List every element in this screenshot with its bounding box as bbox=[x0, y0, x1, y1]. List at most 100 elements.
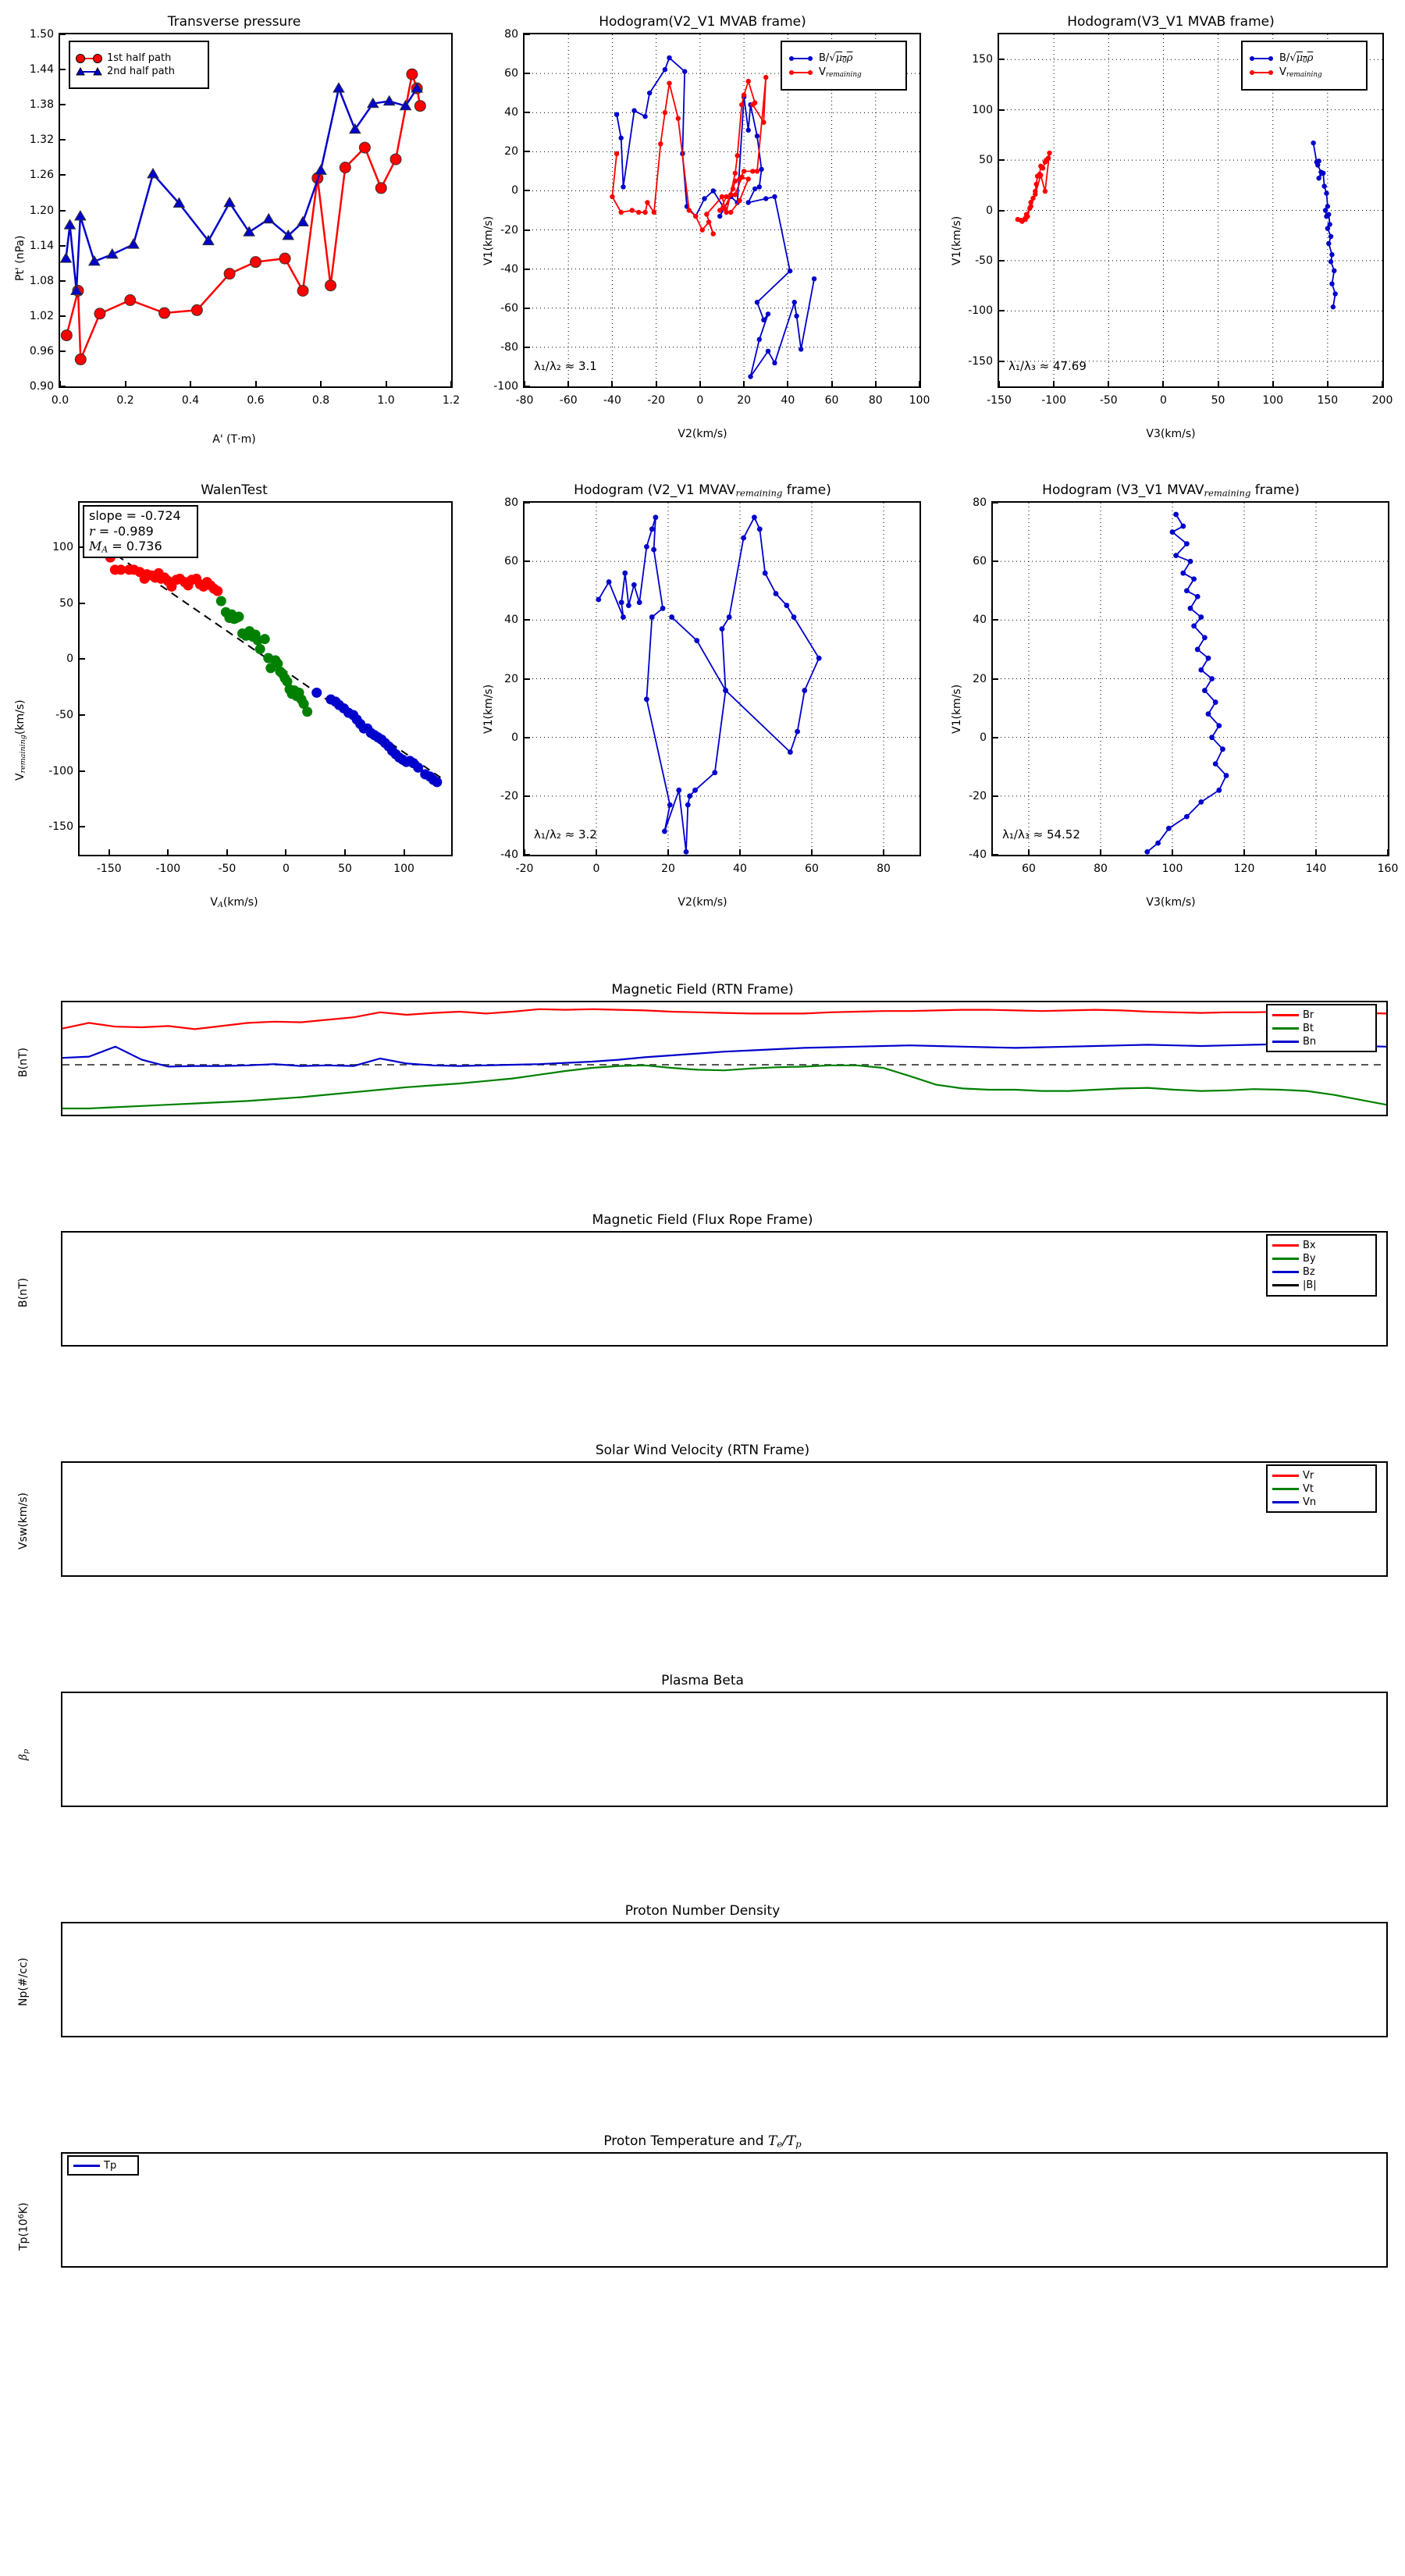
x-tick-mark bbox=[450, 381, 452, 386]
y-tick-label: 0 bbox=[511, 731, 518, 744]
y-tick-label: 0 bbox=[980, 731, 987, 744]
y-tick-mark bbox=[60, 34, 66, 35]
x-tick-label: 0 bbox=[696, 394, 704, 407]
blue-line-marker-icon bbox=[1247, 53, 1275, 64]
legend-row-alfven: B/√μ0ρ bbox=[787, 52, 901, 65]
y-tick-mark bbox=[60, 104, 66, 106]
legend-label-bmag: |B| bbox=[1303, 1279, 1317, 1291]
x-tick-mark bbox=[596, 849, 597, 855]
y-tick-label: 1.02 bbox=[29, 309, 54, 322]
x-tick-mark bbox=[1326, 381, 1329, 386]
x-tick-label: 120 bbox=[1233, 863, 1255, 875]
bz-line-icon bbox=[1272, 1271, 1299, 1273]
legend-row-vr: Vr bbox=[1272, 1470, 1371, 1482]
b-fr-ylabel: B(nT) bbox=[17, 1278, 30, 1308]
hodogram-v2v1-mvab-legend: B/√μ0ρ Vremaining bbox=[781, 41, 907, 91]
hodogram-v3v1-mvav-ylabel: V1(km/s) bbox=[951, 684, 963, 734]
walen-test-xlabel: VA(km/s) bbox=[210, 896, 258, 910]
x-tick-label: 50 bbox=[338, 863, 352, 875]
y-tick-label: 20 bbox=[504, 672, 518, 685]
hodogram-v3v1-mvab-plot-area bbox=[998, 33, 1384, 388]
hodogram-v2v1-mvab-annotation: λ₁/λ₂ ≈ 3.1 bbox=[534, 359, 597, 373]
x-tick-label: 20 bbox=[737, 394, 752, 407]
x-tick-label: 100 bbox=[1161, 863, 1183, 875]
legend-label-alfven: B/√μ0ρ bbox=[1279, 52, 1314, 65]
y-tick-label: 0.90 bbox=[29, 380, 54, 393]
x-tick-label: -150 bbox=[96, 863, 122, 875]
x-tick-label: 60 bbox=[824, 394, 839, 407]
x-tick-mark bbox=[385, 381, 387, 386]
b-rtn-title: Magnetic Field (RTN Frame) bbox=[611, 982, 794, 998]
y-tick-mark bbox=[999, 109, 1005, 111]
y-tick-mark bbox=[993, 560, 998, 563]
blue-line-marker-icon bbox=[787, 53, 815, 64]
bmag-line-icon bbox=[1272, 1284, 1299, 1286]
vt-line-icon bbox=[1272, 1487, 1299, 1490]
x-tick-label: 100 bbox=[393, 863, 414, 875]
y-tick-label: 1.20 bbox=[29, 204, 54, 217]
x-tick-mark bbox=[874, 381, 877, 386]
x-tick-mark bbox=[124, 381, 126, 386]
x-tick-label: 160 bbox=[1377, 863, 1399, 875]
y-tick-mark bbox=[525, 678, 530, 680]
red-line-marker-icon bbox=[1247, 67, 1275, 78]
y-tick-label: 1.50 bbox=[29, 28, 54, 41]
panel-hodogram-v3v1-mvab: Hodogram(V3_V1 MVAB frame) V1(km/s) V3(k… bbox=[937, 0, 1405, 468]
legend-row-tp: Tp bbox=[73, 2160, 133, 2172]
hodogram-v2v1-mvab-title: Hodogram(V2_V1 MVAB frame) bbox=[599, 14, 806, 30]
y-tick-mark bbox=[80, 546, 85, 549]
y-tick-label: -50 bbox=[975, 254, 993, 267]
y-tick-mark bbox=[60, 315, 66, 317]
x-tick-mark bbox=[1162, 381, 1165, 386]
x-tick-label: -60 bbox=[559, 394, 578, 407]
b-fr-plot-area bbox=[61, 1231, 1388, 1347]
legend-label-bt: Bt bbox=[1303, 1022, 1314, 1034]
y-tick-label: -150 bbox=[968, 354, 993, 368]
y-tick-mark bbox=[999, 310, 1005, 312]
x-tick-mark bbox=[285, 849, 287, 855]
legend-label-bx: Bx bbox=[1303, 1240, 1316, 1251]
x-tick-mark bbox=[1108, 381, 1110, 386]
b-fr-legend: Bx By Bz |B| bbox=[1266, 1234, 1377, 1297]
legend-label-vt: Vt bbox=[1303, 1482, 1314, 1495]
legend-row-vremaining: Vremaining bbox=[1247, 66, 1361, 79]
x-tick-mark bbox=[611, 381, 614, 386]
x-tick-label: -20 bbox=[647, 394, 666, 407]
y-tick-label: 150 bbox=[972, 53, 993, 66]
y-tick-mark bbox=[525, 34, 530, 35]
x-tick-mark bbox=[1028, 849, 1030, 855]
tp-legend: Tp bbox=[67, 2155, 139, 2176]
vsw-ylabel: Vsw(km/s) bbox=[17, 1492, 30, 1550]
walen-slope-text: slope = -0.724 bbox=[89, 508, 181, 523]
hodogram-v3v1-mvav-xlabel: V3(km/s) bbox=[1146, 896, 1196, 909]
bx-line-icon bbox=[1272, 1244, 1299, 1247]
y-tick-label: 1.08 bbox=[29, 274, 54, 287]
walen-test-plot-area bbox=[78, 501, 453, 856]
legend-label-by: By bbox=[1303, 1253, 1316, 1265]
x-tick-mark bbox=[403, 849, 405, 855]
x-tick-label: 0.4 bbox=[181, 394, 200, 407]
legend-row-vn: Vn bbox=[1272, 1496, 1371, 1508]
hodogram-v3v1-mvav-title: Hodogram (V3_V1 MVAVremaining frame) bbox=[1042, 482, 1300, 499]
y-tick-mark bbox=[525, 151, 530, 153]
legend-row-bn: Bn bbox=[1272, 1036, 1371, 1048]
panel-magnetic-field-flux-rope: Magnetic Field (Flux Rope Frame) B(nT) B… bbox=[0, 1212, 1405, 1386]
x-tick-mark bbox=[1272, 381, 1274, 386]
beta-title: Plasma Beta bbox=[661, 1673, 744, 1688]
x-tick-mark bbox=[739, 849, 741, 855]
y-tick-mark bbox=[525, 268, 530, 270]
y-tick-label: 80 bbox=[504, 496, 518, 509]
transverse-pressure-title: Transverse pressure bbox=[167, 14, 301, 30]
vn-line-icon bbox=[1272, 1500, 1299, 1503]
y-tick-label: -100 bbox=[48, 764, 73, 777]
x-tick-mark bbox=[1243, 849, 1245, 855]
y-tick-mark bbox=[525, 502, 530, 503]
y-tick-label: 60 bbox=[504, 555, 518, 568]
legend-row-br: Br bbox=[1272, 1009, 1371, 1021]
x-tick-mark bbox=[1053, 381, 1055, 386]
x-tick-mark bbox=[1172, 849, 1173, 855]
x-tick-label: 40 bbox=[781, 394, 795, 407]
y-tick-label: -40 bbox=[500, 262, 518, 276]
y-tick-label: 60 bbox=[504, 67, 518, 80]
